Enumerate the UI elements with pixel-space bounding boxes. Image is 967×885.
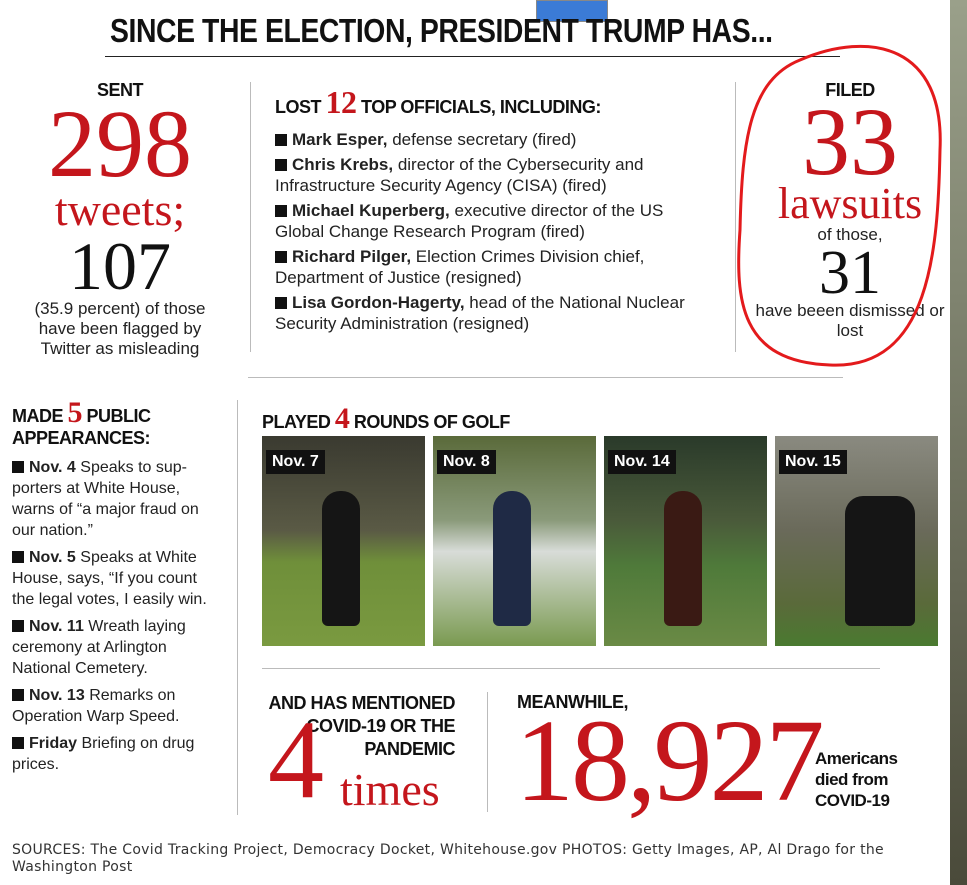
red-circle — [737, 44, 942, 367]
appearance-date: Nov. 4 — [29, 459, 76, 476]
of-those: of those, — [817, 225, 883, 244]
label: SENT — [96, 80, 144, 100]
photo-label: Nov. 15 — [779, 450, 847, 474]
appearance-item: Nov. 4 Speaks to sup-porters at White Ho… — [12, 457, 222, 541]
official-desc: executive director of the US Global Chan… — [275, 201, 664, 241]
count: 5 — [67, 396, 83, 429]
unit: lawsuits — [777, 179, 923, 228]
deaths-note: Americans died from COVID-19 — [815, 749, 898, 810]
bullet — [275, 297, 287, 309]
appearance-date: Nov. 13 — [29, 687, 85, 704]
official-name: Chris Krebs, — [292, 155, 394, 174]
bullet — [12, 461, 24, 473]
appearance-desc: Briefing on drug prices. — [12, 735, 195, 773]
official-item: Michael Kuperberg, executive director of… — [275, 200, 715, 242]
divider — [250, 82, 251, 352]
official-item: Richard Pilger, Election Crimes Division… — [275, 246, 715, 288]
bullet — [275, 134, 287, 146]
heading: ROUNDS OF GOLF — [353, 412, 511, 432]
photo-label: Nov. 14 — [608, 450, 676, 474]
divider — [237, 400, 238, 815]
count: 4 — [334, 402, 350, 435]
official-desc: head of the National Nuclear Security Ad… — [275, 293, 685, 333]
title: SINCE THE ELECTION, PRESIDENT TRUMP HAS.… — [110, 12, 773, 49]
official-name: Lisa Gordon-Hagerty, — [292, 293, 465, 312]
count: 298 — [48, 90, 192, 197]
appearance-date: Nov. 11 — [29, 618, 84, 635]
official-desc: defense secretary (fired) — [392, 130, 577, 149]
count: 12 — [325, 84, 358, 120]
flagged: 107 — [69, 228, 171, 304]
official-item: Chris Krebs, director of the Cybersecuri… — [275, 154, 715, 196]
divider — [262, 668, 880, 669]
official-name: Mark Esper, — [292, 130, 388, 149]
divider — [248, 377, 843, 378]
official-desc: Election Crimes Division chief, Departme… — [275, 247, 645, 287]
figure — [322, 491, 360, 626]
bullet — [12, 551, 24, 563]
appearances-block: MADE 5 PUBLIC APPEARANCES: Nov. 4 Speaks… — [12, 398, 222, 781]
lawsuits-block: FILED 33 lawsuits of those, 31 have beee… — [755, 80, 945, 341]
officials-list: Mark Esper, defense secretary (fired) Chr… — [275, 129, 715, 334]
bullet — [275, 159, 287, 171]
deaths-count: 18,927 — [515, 695, 824, 826]
golf-photo: Nov. 14 — [604, 436, 767, 646]
golf-photo: Nov. 8 — [433, 436, 596, 646]
officials-block: LOST 12 TOP OFFICIALS, INCLUDING: Mark E… — [275, 84, 715, 338]
covid-heading: AND HAS MENTIONED COVID-19 OR THE PANDEM… — [268, 693, 455, 759]
bullet — [275, 205, 287, 217]
official-item: Mark Esper, defense secretary (fired) — [275, 129, 715, 150]
app-icon — [536, 0, 608, 22]
bullet — [12, 689, 24, 701]
appearance-desc: Wreath laying ceremony at Arlington Nati… — [12, 618, 186, 677]
heading: MADE — [12, 406, 64, 426]
appearance-item: Nov. 5 Speaks at White House, says, “If … — [12, 547, 222, 610]
appearance-item: Friday Briefing on drug prices. — [12, 733, 222, 775]
side-photo-strip — [950, 0, 967, 885]
official-name: Michael Kuperberg, — [292, 201, 450, 220]
label: FILED — [825, 80, 875, 100]
covid-count: 4 — [268, 698, 324, 822]
tweets-block: SENT 298 tweets; 107 (35.9 percent) of t… — [10, 80, 230, 359]
divider — [735, 82, 736, 352]
official-name: Richard Pilger, — [292, 247, 412, 266]
appearance-date: Friday — [29, 735, 78, 752]
bullet — [12, 620, 24, 632]
heading: PLAYED — [262, 412, 331, 432]
note: have beeen dismissed or lost — [755, 301, 945, 340]
count: 33 — [802, 88, 898, 195]
heading: PUBLIC APPEARANCES: — [12, 406, 151, 448]
title-rule — [105, 56, 840, 57]
heading: TOP OFFICIALS, INCLUDING: — [361, 97, 601, 117]
golf-photo: Nov. 7 — [262, 436, 425, 646]
bullet — [12, 737, 24, 749]
figure — [845, 496, 915, 626]
figure — [664, 491, 702, 626]
deaths-heading: MEANWHILE, — [517, 692, 629, 712]
appearances-list: Nov. 4 Speaks to sup-porters at White Ho… — [12, 457, 222, 775]
dismissed: 31 — [819, 239, 881, 307]
photo-label: Nov. 7 — [266, 450, 325, 474]
appearance-desc: Speaks to sup-porters at White House, wa… — [12, 459, 199, 539]
appearance-item: Nov. 11 Wreath laying ceremony at Arling… — [12, 616, 222, 679]
official-item: Lisa Gordon-Hagerty, head of the Nationa… — [275, 292, 715, 334]
official-desc: director of the Cybersecurity and Infras… — [275, 155, 644, 195]
sources: SOURCES: The Covid Tracking Project, Dem… — [12, 842, 884, 875]
figure — [493, 491, 531, 626]
golf-heading: PLAYED 4 ROUNDS OF GOLF — [262, 402, 510, 436]
heading: LOST — [275, 97, 322, 117]
note: (35.9 percent) of those have been flagge… — [34, 299, 206, 358]
appearance-date: Nov. 5 — [29, 549, 76, 566]
appearance-desc: Speaks at White House, says, “If you cou… — [12, 549, 207, 608]
covid-unit: times — [340, 764, 440, 815]
appearance-item: Nov. 13 Remarks on Operation Warp Speed. — [12, 685, 222, 727]
photo-label: Nov. 8 — [437, 450, 496, 474]
divider — [487, 692, 488, 812]
appearance-desc: Remarks on Operation Warp Speed. — [12, 687, 180, 725]
bullet — [275, 251, 287, 263]
golf-photo: Nov. 15 — [775, 436, 938, 646]
unit: tweets; — [54, 184, 186, 235]
